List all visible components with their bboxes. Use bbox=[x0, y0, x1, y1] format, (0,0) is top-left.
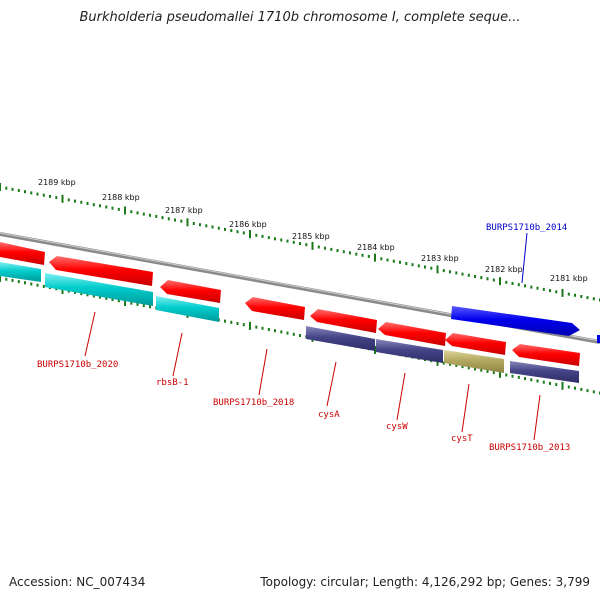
gene-label-cyst[interactable]: cysT bbox=[451, 434, 473, 444]
kbp-label: 2185 kbp bbox=[292, 232, 330, 241]
leader-line-cysa bbox=[326, 361, 337, 407]
leader-line-cysw bbox=[396, 372, 406, 421]
gene-labels: BURPS1710b_2014 BURPS1710b_2020 rbsB-1 B… bbox=[37, 223, 570, 453]
leader-line-burps1710b-2020 bbox=[84, 311, 96, 357]
gene-arrow-burps1710b-2014[interactable] bbox=[451, 306, 580, 336]
feature-box-cysw[interactable] bbox=[376, 339, 443, 363]
gene-leader-lines bbox=[84, 232, 541, 441]
leader-line-cyst bbox=[461, 383, 470, 433]
gene-arrow-cyst[interactable] bbox=[445, 333, 506, 355]
kbp-label: 2189 kbp bbox=[38, 178, 76, 187]
gene-arrow-burps1710b-2020[interactable] bbox=[49, 256, 153, 286]
gene-label-burps1710b-2014[interactable]: BURPS1710b_2014 bbox=[486, 223, 567, 233]
gene-label-rbsb-1[interactable]: rbsB-1 bbox=[156, 378, 189, 388]
kbp-label: 2181 kbp bbox=[550, 274, 588, 283]
feature-box-cysa[interactable] bbox=[306, 326, 375, 351]
feature-box-cyst[interactable] bbox=[444, 350, 504, 373]
feature-box-burps1710b-2013[interactable] bbox=[510, 361, 579, 383]
leader-line-burps1710b-2018 bbox=[258, 348, 268, 396]
map-title: Burkholderia pseudomallei 1710b chromoso… bbox=[79, 10, 521, 25]
outer-scale-ticks bbox=[0, 183, 600, 302]
gene-label-burps1710b-2020[interactable]: BURPS1710b_2020 bbox=[37, 360, 118, 370]
gene-arrow-burps1710b-2013[interactable] bbox=[512, 344, 580, 366]
kbp-label: 2182 kbp bbox=[485, 265, 523, 274]
leader-line-burps1710b-2014 bbox=[521, 232, 528, 284]
kbp-label: 2187 kbp bbox=[165, 206, 203, 215]
gene-label-burps1710b-2018[interactable]: BURPS1710b_2018 bbox=[213, 398, 294, 408]
kbp-label: 2183 kbp bbox=[421, 254, 459, 263]
feature-box-left-edge[interactable] bbox=[0, 262, 41, 282]
gene-arrow-rbsb-1[interactable] bbox=[160, 280, 221, 303]
gene-arrow-cysw[interactable] bbox=[378, 322, 446, 346]
feature-box-burps1710b-2020[interactable] bbox=[45, 273, 153, 306]
kbp-labels: 2189 kbp 2188 kbp 2187 kbp 2186 kbp 2185… bbox=[38, 178, 588, 283]
accession-text: Accession: NC_007434 bbox=[9, 575, 146, 589]
feature-box-rbsb-1[interactable] bbox=[156, 296, 219, 322]
kbp-label: 2188 kbp bbox=[102, 193, 140, 202]
gene-arrow-left-edge[interactable] bbox=[0, 242, 45, 265]
gene-arrow-partial-right[interactable] bbox=[597, 335, 600, 343]
leader-line-burps1710b-2013 bbox=[533, 394, 541, 441]
gene-label-cysw[interactable]: cysW bbox=[386, 422, 408, 432]
gene-arrow-cysa[interactable] bbox=[310, 309, 377, 333]
gene-label-cysa[interactable]: cysA bbox=[318, 410, 340, 420]
leader-line-rbsb-1 bbox=[172, 332, 183, 377]
gene-arrow-burps1710b-2018[interactable] bbox=[245, 297, 305, 320]
kbp-label: 2186 kbp bbox=[229, 220, 267, 229]
genome-summary-text: Topology: circular; Length: 4,126,292 bp… bbox=[260, 575, 590, 589]
gene-label-burps1710b-2013[interactable]: BURPS1710b_2013 bbox=[489, 443, 570, 453]
kbp-label: 2184 kbp bbox=[357, 243, 395, 252]
